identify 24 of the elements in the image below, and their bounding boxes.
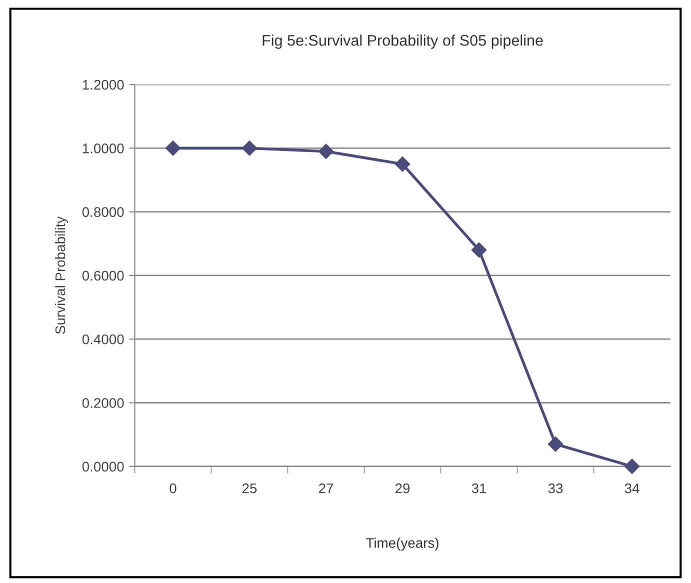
point [165,140,181,156]
y-tick-label: 1.2000 [82,80,124,90]
point [624,458,640,474]
y-tick-label: 1.0000 [82,144,124,154]
x-tick-label: 29 [395,483,410,494]
y-tick-label: 0.6000 [82,270,124,281]
chart-title: Fig 5e:Survival Probability of S05 pipeline [262,34,543,49]
point [242,140,258,156]
y-tick-label: 0.0000 [82,462,124,472]
point [548,436,564,452]
x-tick-label: 31 [472,483,486,494]
point [318,144,334,159]
x-tick-label: 34 [624,483,640,494]
x-tick-label: 0 [170,483,176,494]
x-tick-label: 27 [318,483,334,494]
x-tick-label: 33 [548,483,563,494]
y-tick-label: 0.2000 [82,398,124,408]
point [471,242,487,258]
y-axis-title: Survival Probability [55,216,68,334]
y-tick-label: 0.8000 [82,207,124,217]
x-tick-label: 25 [242,483,257,494]
point [394,156,410,172]
x-axis-title: Time(years) [366,538,438,551]
y-tick-label: 0.4000 [82,334,124,344]
